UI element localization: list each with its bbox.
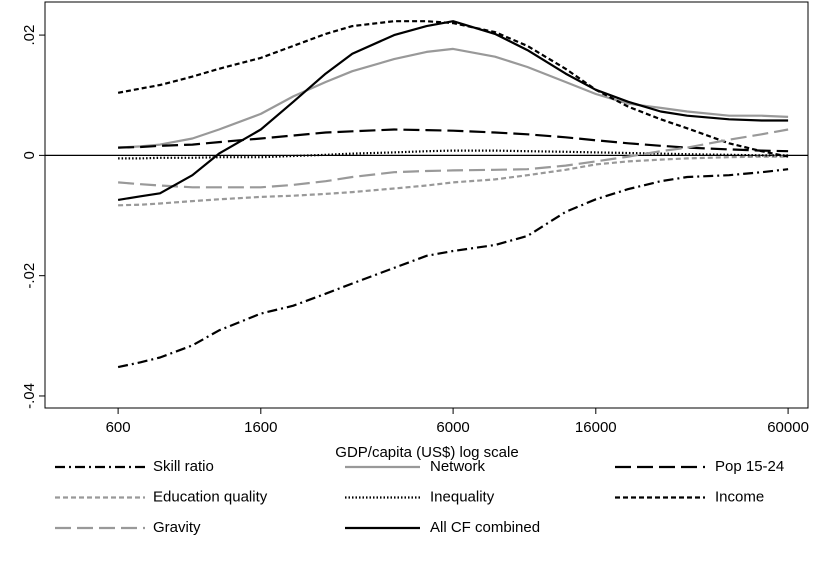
- legend-label: All CF combined: [430, 519, 540, 536]
- y-tick-label: .02: [21, 25, 38, 46]
- legend-label: Income: [715, 488, 764, 505]
- x-tick-label: 600: [106, 419, 131, 436]
- series-line: [118, 128, 789, 189]
- legend-label: Skill ratio: [153, 458, 214, 475]
- series-line: [118, 149, 789, 160]
- y-tick-label: -.02: [21, 263, 38, 289]
- plot-frame: [44, 1, 809, 409]
- series-line: [117, 20, 789, 201]
- series-line: [117, 168, 789, 369]
- x-tick-label: 1600: [244, 419, 277, 436]
- y-tick-label: 0: [21, 151, 38, 159]
- legend-label: Pop 15-24: [715, 458, 784, 475]
- legend-label: Education quality: [153, 488, 268, 505]
- y-tick-label: -.04: [21, 383, 38, 409]
- legend-label: Gravity: [153, 519, 201, 536]
- series-line: [118, 47, 789, 149]
- series-line: [117, 20, 789, 158]
- x-tick-label: 60000: [767, 419, 809, 436]
- series-line: [118, 128, 789, 153]
- x-tick-label: 16000: [575, 419, 617, 436]
- legend-label: Inequality: [430, 488, 495, 505]
- legend-label: Network: [430, 458, 486, 475]
- x-tick-label: 6000: [436, 419, 469, 436]
- x-axis-label: GDP/capita (US$) log scale: [335, 444, 518, 461]
- series-line: [118, 155, 789, 207]
